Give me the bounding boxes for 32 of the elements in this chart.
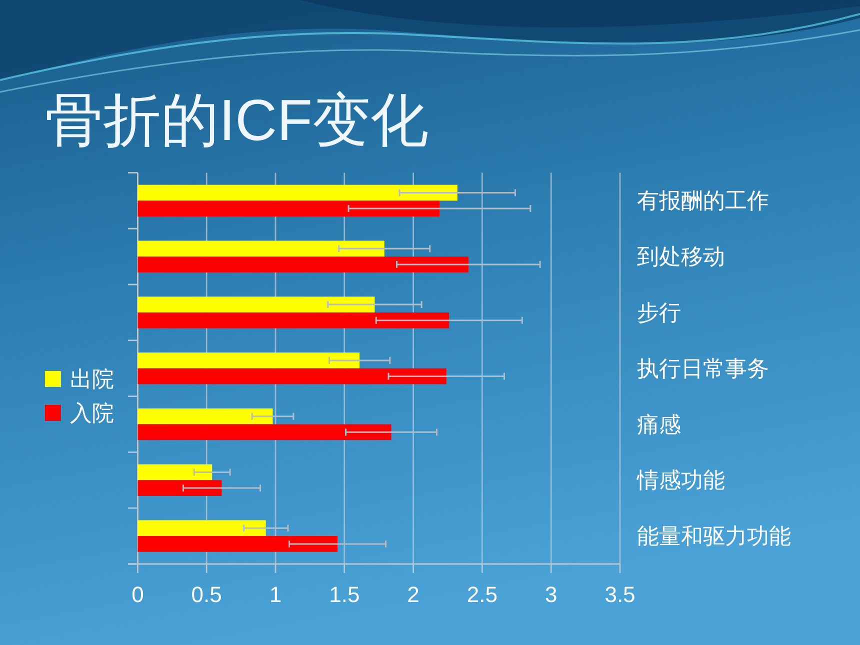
y-tick-label: 痛感: [637, 412, 681, 437]
y-tick-label: 到处移动: [637, 244, 725, 270]
x-tick-label: 2: [407, 582, 420, 607]
legend-label: 出院: [70, 366, 114, 392]
x-tick-label: 3.5: [604, 582, 636, 607]
bar: [138, 296, 375, 312]
x-tick-label: 0.5: [191, 582, 222, 607]
bar: [138, 520, 266, 536]
bar: [138, 312, 450, 328]
bar: [138, 480, 222, 496]
bar: [138, 256, 468, 272]
x-tick-label: 1.5: [329, 582, 360, 607]
x-tick-label: 1: [269, 582, 282, 607]
bar: [138, 240, 384, 257]
y-tick-label: 步行: [637, 300, 681, 325]
bar: [138, 464, 212, 480]
legend-label: 入院: [70, 400, 114, 426]
y-tick-label: 有报酬的工作: [637, 188, 769, 214]
bar: [138, 368, 446, 384]
y-tick-label: 执行日常事务: [637, 356, 769, 381]
y-tick-label: 能量和驱力功能: [637, 524, 791, 549]
y-tick-label: 情感功能: [636, 468, 725, 493]
bar: [138, 184, 458, 201]
bar: [138, 352, 360, 368]
bar: [138, 408, 273, 424]
x-tick-label: 0: [132, 582, 144, 607]
x-tick-label: 2.5: [466, 582, 498, 607]
bar: [138, 200, 440, 216]
chart-title: 骨折的ICF变化: [45, 88, 428, 153]
x-tick-label: 3: [544, 582, 558, 607]
bar: [138, 424, 392, 440]
bar: [138, 536, 338, 552]
